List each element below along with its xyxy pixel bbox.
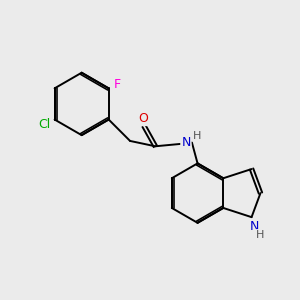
Text: Cl: Cl	[38, 118, 50, 131]
Text: N: N	[181, 136, 190, 149]
Text: O: O	[139, 112, 148, 125]
Text: F: F	[113, 78, 121, 91]
Text: H: H	[256, 230, 265, 240]
Text: H: H	[193, 130, 201, 141]
Text: N: N	[250, 220, 259, 233]
